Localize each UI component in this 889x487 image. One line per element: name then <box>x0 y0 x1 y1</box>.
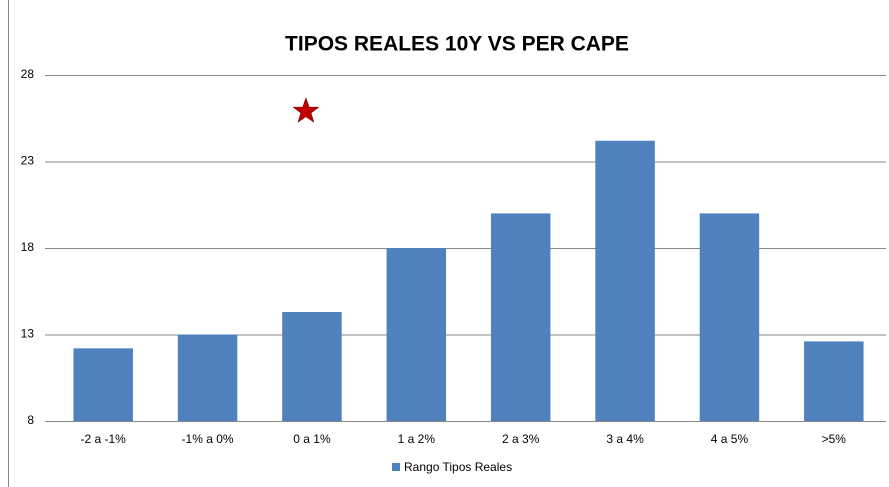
bar <box>699 213 760 421</box>
bar <box>386 248 447 421</box>
x-tick-label: 3 a 4% <box>606 432 644 446</box>
bar <box>490 213 551 421</box>
legend-label: Rango Tipos Reales <box>404 460 512 474</box>
chart-title: TIPOS REALES 10Y VS PER CAPE <box>285 33 629 56</box>
bar <box>177 334 238 421</box>
bar <box>804 341 864 421</box>
bar <box>595 140 655 422</box>
x-tick-label: 4 a 5% <box>711 432 749 446</box>
bar <box>73 348 133 421</box>
x-tick-label: -2 a -1% <box>81 432 127 446</box>
bar <box>282 312 342 421</box>
star-marker <box>292 97 320 123</box>
y-tick-label: 13 <box>21 327 35 341</box>
x-tick-label: -1% a 0% <box>182 432 234 446</box>
y-tick-label: 18 <box>21 240 35 254</box>
x-tick-label: 1 a 2% <box>398 432 436 446</box>
y-tick-label: 28 <box>21 67 35 81</box>
legend-swatch <box>392 463 400 471</box>
y-tick-label: 8 <box>27 413 34 427</box>
x-tick-label: 0 a 1% <box>293 432 331 446</box>
x-tick-label: 2 a 3% <box>502 432 540 446</box>
y-tick-label: 23 <box>21 154 35 168</box>
x-tick-label: >5% <box>822 432 847 446</box>
